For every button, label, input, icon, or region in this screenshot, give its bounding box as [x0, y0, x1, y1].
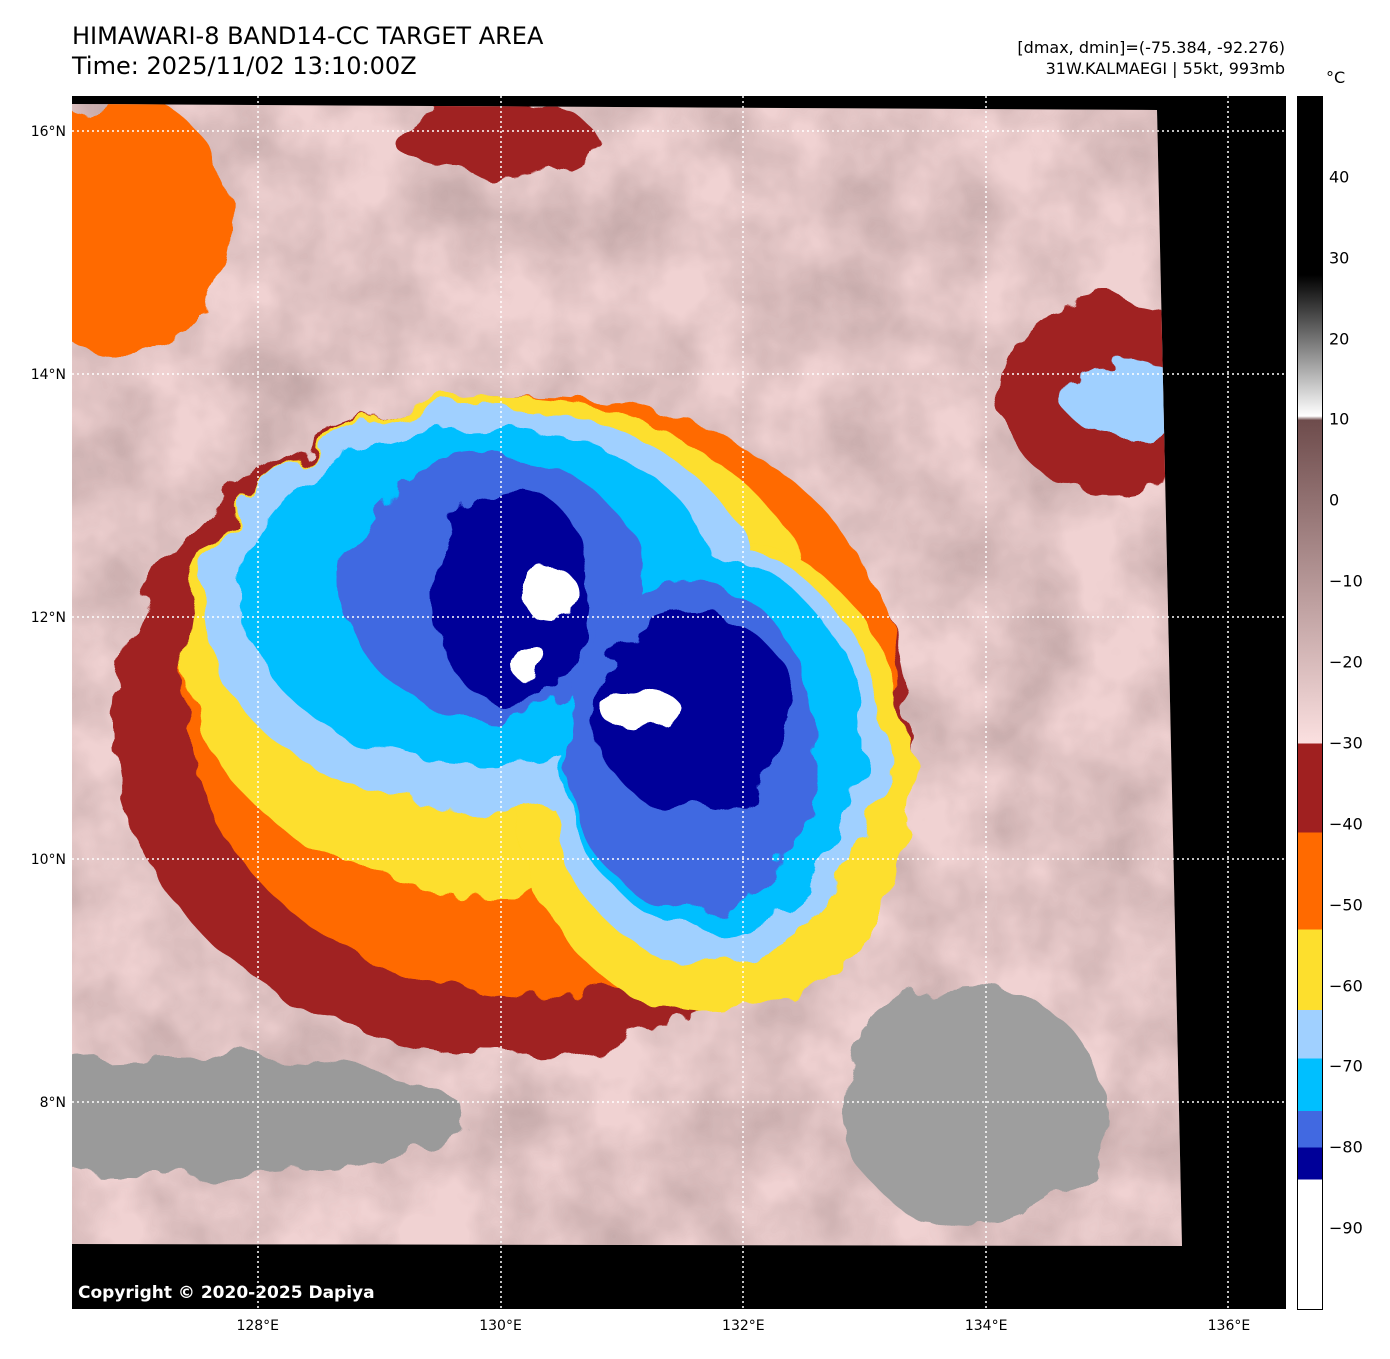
- lon-label: 130°E: [479, 1318, 522, 1334]
- colorbar-unit: °C: [1326, 68, 1346, 87]
- colorbar-tick-label: 20: [1329, 329, 1350, 349]
- graticule: [72, 96, 1286, 1309]
- lon-label: 132°E: [722, 1318, 765, 1334]
- lat-label: 10°N: [30, 852, 66, 869]
- lat-label: 16°N: [30, 124, 66, 141]
- dmax-dmin-label: [dmax, dmin]=(-75.384, -92.276): [1017, 38, 1285, 57]
- colorbar-tick-label: −20: [1329, 652, 1363, 672]
- lon-label: 136°E: [1207, 1318, 1251, 1334]
- colorbar: [1297, 96, 1323, 1310]
- colorbar-tick-label: −60: [1329, 976, 1363, 996]
- colorbar-tick-label: 40: [1329, 167, 1350, 187]
- colorbar-tick-label: −30: [1329, 733, 1363, 753]
- time-label: Time: 2025/11/02 13:10:00Z: [72, 52, 417, 80]
- colorbar-tick-label: −50: [1329, 895, 1363, 915]
- colorbar-tick-label: 0: [1329, 490, 1340, 510]
- satellite-image: Copyright © 2020-2025 Dapiya: [72, 96, 1286, 1309]
- lat-label: 8°N: [39, 1094, 66, 1111]
- map-title: HIMAWARI-8 BAND14-CC TARGET AREA: [72, 22, 544, 50]
- colorbar-tick-label: 10: [1329, 409, 1350, 429]
- colorbar-tick-label: −90: [1329, 1218, 1363, 1238]
- storm-cloud-shield: [72, 104, 1182, 1226]
- colorbar-tick-label: 30: [1329, 248, 1350, 268]
- colorbar-tick-label: −80: [1329, 1137, 1363, 1157]
- lat-label: 14°N: [30, 366, 66, 383]
- lat-label: 12°N: [30, 609, 66, 626]
- colorbar-tick-label: −70: [1329, 1056, 1363, 1076]
- ir-imagery: [72, 96, 1286, 1309]
- colorbar-tick-label: −10: [1329, 571, 1363, 591]
- colorbar-tick-label: −40: [1329, 814, 1363, 834]
- lon-label: 128°E: [236, 1318, 280, 1334]
- copyright-label: Copyright © 2020-2025 Dapiya: [78, 1283, 375, 1303]
- lon-label: 134°E: [964, 1318, 1008, 1334]
- storm-info-label: 31W.KALMAEGI | 55kt, 993mb: [1045, 59, 1285, 78]
